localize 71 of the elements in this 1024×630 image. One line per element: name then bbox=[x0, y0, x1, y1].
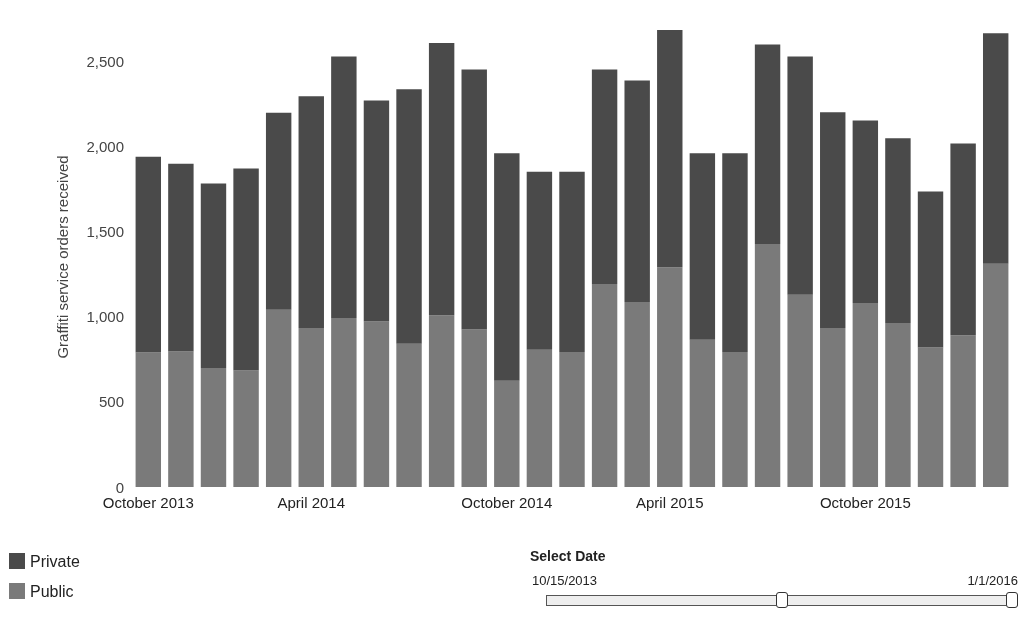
legend-label: Private bbox=[30, 552, 80, 570]
y-tick-label: 1,000 bbox=[86, 308, 124, 326]
bar bbox=[689, 339, 716, 487]
legend-label: Public bbox=[30, 582, 74, 600]
bar bbox=[591, 283, 618, 487]
x-tick-label: October 2014 bbox=[461, 494, 553, 511]
text: 10/15/2013 bbox=[532, 573, 598, 588]
bar bbox=[885, 138, 911, 323]
y-tick-label: 500 bbox=[98, 393, 124, 411]
bar bbox=[168, 351, 194, 487]
bar bbox=[950, 335, 976, 487]
bar bbox=[591, 69, 618, 284]
bar bbox=[233, 168, 259, 371]
bar bbox=[787, 56, 813, 295]
bar bbox=[950, 143, 976, 336]
bar bbox=[559, 352, 585, 487]
bar bbox=[363, 100, 390, 322]
bar bbox=[494, 380, 520, 487]
bar bbox=[265, 112, 292, 310]
x-tick-label: October 2013 bbox=[102, 494, 194, 511]
bar bbox=[820, 328, 846, 487]
bar bbox=[168, 163, 194, 352]
bar bbox=[787, 294, 813, 487]
bar bbox=[331, 56, 357, 318]
bar bbox=[624, 301, 650, 487]
bar bbox=[852, 303, 879, 487]
bar bbox=[200, 183, 227, 369]
bar bbox=[494, 153, 520, 381]
bar bbox=[917, 347, 944, 487]
bar bbox=[135, 352, 162, 487]
bar bbox=[298, 96, 324, 329]
bar bbox=[982, 263, 1009, 487]
bar bbox=[559, 171, 585, 353]
bar bbox=[428, 43, 455, 316]
bar bbox=[396, 89, 422, 344]
text: 1/1/2016 bbox=[967, 573, 1018, 588]
bar bbox=[820, 112, 846, 329]
y-axis-title: Graffiti service orders received bbox=[54, 155, 71, 359]
bar bbox=[461, 69, 487, 330]
bar bbox=[754, 243, 781, 487]
bar bbox=[982, 33, 1009, 264]
x-tick-label: October 2015 bbox=[819, 494, 911, 511]
bar bbox=[689, 153, 716, 340]
bar bbox=[754, 44, 781, 244]
bar bbox=[298, 328, 324, 487]
bar bbox=[200, 368, 227, 487]
bar bbox=[722, 153, 748, 353]
bar bbox=[331, 317, 357, 487]
bar bbox=[657, 30, 683, 268]
bar bbox=[526, 171, 553, 350]
bar bbox=[885, 322, 911, 487]
x-tick-label: April 2014 bbox=[277, 494, 346, 511]
bar bbox=[428, 315, 455, 487]
x-tick-label: April 2015 bbox=[636, 494, 704, 511]
bar bbox=[657, 267, 683, 487]
bar bbox=[396, 343, 422, 487]
bar bbox=[461, 329, 487, 487]
bar bbox=[363, 321, 390, 487]
y-tick-label: 0 bbox=[115, 478, 124, 496]
y-tick-label: 2,500 bbox=[86, 52, 124, 70]
bar bbox=[265, 309, 292, 487]
y-tick-label: 2,000 bbox=[86, 137, 124, 155]
bar bbox=[852, 120, 879, 303]
bar bbox=[917, 191, 944, 348]
bar bbox=[526, 349, 553, 487]
bar bbox=[135, 156, 162, 353]
bar bbox=[722, 352, 748, 487]
bar bbox=[624, 80, 650, 302]
bar bbox=[233, 370, 259, 487]
y-tick-label: 1,500 bbox=[86, 222, 124, 240]
text: Select Date bbox=[530, 548, 606, 564]
